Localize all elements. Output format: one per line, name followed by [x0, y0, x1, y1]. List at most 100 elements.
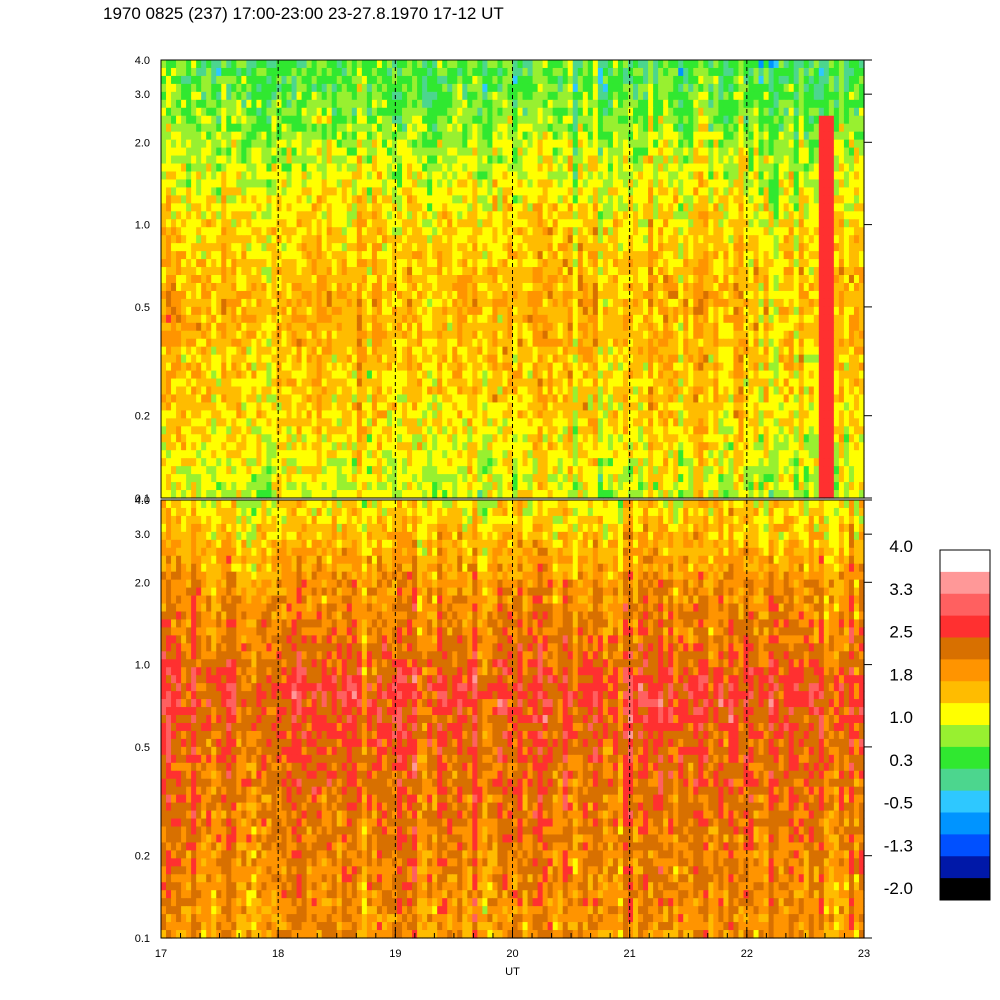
upper-spectrogram-cell	[176, 115, 182, 125]
upper-spectrogram-cell	[718, 330, 724, 340]
upper-spectrogram-cell	[788, 275, 795, 284]
upper-spectrogram-cell	[291, 187, 298, 196]
upper-spectrogram-cell	[683, 115, 689, 125]
upper-spectrogram-cell	[688, 322, 694, 332]
upper-spectrogram-cell	[356, 60, 363, 69]
upper-spectrogram-cell	[472, 275, 478, 284]
upper-spectrogram-cell	[788, 83, 795, 93]
upper-spectrogram-cell	[607, 251, 614, 260]
upper-spectrogram-cell	[341, 163, 348, 173]
upper-spectrogram-cell	[497, 179, 504, 189]
upper-spectrogram-cell	[813, 267, 820, 276]
upper-spectrogram-cell	[648, 290, 654, 300]
upper-spectrogram-cell	[366, 235, 373, 244]
upper-spectrogram-cell	[602, 275, 609, 284]
upper-spectrogram-cell	[301, 107, 308, 117]
upper-spectrogram-cell	[547, 267, 554, 276]
upper-spectrogram-cell	[517, 123, 524, 133]
upper-spectrogram-cell	[196, 203, 202, 212]
upper-spectrogram-cell	[648, 219, 654, 228]
upper-spectrogram-cell	[838, 251, 845, 260]
upper-spectrogram-cell	[442, 83, 448, 93]
upper-spectrogram-cell	[798, 147, 805, 157]
upper-spectrogram-cell	[356, 75, 363, 85]
upper-spectrogram-cell	[196, 83, 202, 93]
upper-spectrogram-cell	[562, 219, 569, 228]
upper-spectrogram-cell	[457, 187, 463, 196]
upper-spectrogram-cell	[768, 155, 775, 165]
upper-spectrogram-cell	[402, 91, 408, 101]
upper-spectrogram-cell	[216, 290, 222, 300]
upper-spectrogram-cell	[783, 75, 790, 85]
upper-spectrogram-cell	[793, 267, 800, 276]
upper-spectrogram-cell	[718, 203, 724, 212]
upper-spectrogram-cell	[633, 298, 639, 308]
upper-spectrogram-cell	[597, 259, 604, 268]
upper-spectrogram-cell	[206, 123, 212, 133]
upper-spectrogram-cell	[311, 314, 318, 324]
upper-spectrogram-cell	[176, 171, 182, 181]
upper-spectrogram-cell	[281, 139, 288, 149]
upper-spectrogram-cell	[161, 306, 167, 316]
upper-spectrogram-cell	[261, 290, 268, 300]
upper-spectrogram-cell	[607, 187, 614, 196]
upper-spectrogram-cell	[507, 147, 514, 157]
upper-spectrogram-cell	[356, 187, 363, 196]
upper-spectrogram-cell	[442, 322, 448, 332]
upper-spectrogram-cell	[678, 139, 684, 149]
upper-spectrogram-cell	[858, 75, 865, 85]
upper-spectrogram-cell	[607, 163, 614, 173]
upper-spectrogram-cell	[622, 227, 629, 236]
upper-spectrogram-cell	[467, 179, 473, 189]
upper-spectrogram-cell	[562, 171, 569, 181]
upper-spectrogram-cell	[653, 187, 659, 196]
upper-spectrogram-cell	[186, 235, 192, 244]
upper-spectrogram-cell	[402, 211, 408, 220]
upper-spectrogram-cell	[648, 275, 654, 284]
upper-spectrogram-cell	[161, 195, 167, 204]
upper-spectrogram-cell	[261, 219, 268, 228]
upper-spectrogram-cell	[587, 243, 594, 252]
upper-spectrogram-cell	[552, 123, 559, 133]
upper-spectrogram-cell	[492, 298, 499, 308]
upper-spectrogram-cell	[808, 187, 815, 196]
upper-spectrogram-cell	[201, 314, 207, 324]
upper-spectrogram-cell	[592, 99, 599, 109]
upper-spectrogram-cell	[417, 298, 423, 308]
upper-spectrogram-cell	[432, 147, 438, 157]
upper-spectrogram-cell	[487, 163, 494, 173]
upper-spectrogram-cell	[728, 179, 735, 189]
upper-spectrogram-cell	[346, 67, 353, 77]
upper-spectrogram-cell	[251, 139, 258, 149]
upper-spectrogram-cell	[627, 298, 634, 308]
upper-spectrogram-cell	[482, 219, 488, 228]
upper-spectrogram-cell	[231, 60, 237, 69]
upper-spectrogram-cell	[196, 75, 202, 85]
upper-spectrogram-cell	[386, 298, 393, 308]
upper-spectrogram-cell	[502, 67, 509, 77]
upper-spectrogram-cell	[532, 107, 539, 117]
upper-spectrogram-cell	[552, 314, 559, 324]
upper-spectrogram-cell	[397, 314, 403, 324]
upper-spectrogram-cell	[422, 203, 428, 212]
upper-spectrogram-cell	[171, 298, 177, 308]
upper-spectrogram-cell	[311, 298, 318, 308]
upper-spectrogram-cell	[261, 227, 268, 236]
upper-spectrogram-cell	[417, 195, 423, 204]
upper-spectrogram-cell	[703, 298, 709, 308]
upper-spectrogram-cell	[537, 298, 544, 308]
upper-spectrogram-cell	[688, 171, 694, 181]
upper-spectrogram-cell	[241, 99, 247, 109]
upper-spectrogram-cell	[487, 75, 494, 85]
upper-spectrogram-cell	[477, 290, 483, 300]
upper-spectrogram-cell	[557, 115, 564, 125]
upper-spectrogram-cell	[457, 195, 463, 204]
upper-spectrogram-cell	[321, 211, 328, 220]
upper-spectrogram-cell	[186, 67, 192, 77]
upper-spectrogram-cell	[577, 179, 584, 189]
upper-spectrogram-cell	[216, 131, 222, 141]
upper-spectrogram-cell	[216, 306, 222, 316]
upper-spectrogram-cell	[477, 219, 483, 228]
upper-spectrogram-cell	[336, 67, 343, 77]
upper-spectrogram-cell	[286, 107, 293, 117]
